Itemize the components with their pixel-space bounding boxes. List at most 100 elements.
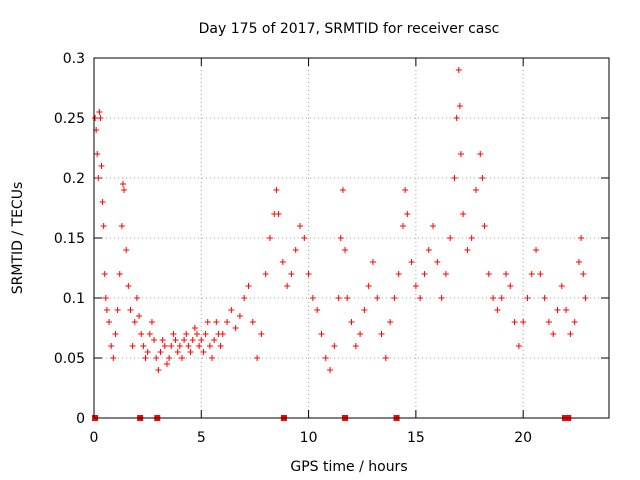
data-point xyxy=(202,331,209,337)
data-point xyxy=(121,187,128,193)
data-point xyxy=(127,307,134,313)
data-point xyxy=(472,187,479,193)
data-point xyxy=(455,67,462,73)
data-point xyxy=(151,337,158,343)
data-point xyxy=(365,283,372,289)
data-point xyxy=(140,343,147,349)
data-point xyxy=(101,271,108,277)
data-point xyxy=(369,259,376,265)
data-point xyxy=(550,331,557,337)
data-point xyxy=(266,235,273,241)
data-point xyxy=(451,175,458,181)
data-point xyxy=(297,223,303,229)
data-point xyxy=(507,283,514,289)
axis-ticks: 0 0.05 0.1 0.15 0.2 0.25 0.3 0 5 10 15 20 xyxy=(54,51,609,446)
data-point xyxy=(468,235,475,241)
data-point xyxy=(108,343,115,349)
data-point xyxy=(174,349,181,355)
data-point xyxy=(102,295,109,301)
data-point xyxy=(412,283,419,289)
data-point xyxy=(434,259,441,265)
data-point xyxy=(204,319,211,325)
data-point xyxy=(168,343,175,349)
data-point xyxy=(183,331,190,337)
data-point xyxy=(533,247,540,253)
data-point xyxy=(421,271,428,277)
data-point xyxy=(387,319,394,325)
data-point xyxy=(404,211,411,217)
x-tick-label: 5 xyxy=(197,430,206,446)
data-point xyxy=(481,223,488,229)
data-point xyxy=(176,343,183,349)
data-point xyxy=(520,319,527,325)
data-point xyxy=(490,295,497,301)
data-point xyxy=(96,109,103,115)
data-point xyxy=(391,295,398,301)
data-point xyxy=(144,349,151,355)
data-point xyxy=(258,331,265,337)
data-point xyxy=(477,151,484,157)
data-point xyxy=(241,295,248,301)
data-point xyxy=(374,295,381,301)
data-point xyxy=(200,349,207,355)
data-point xyxy=(438,295,445,301)
data-point xyxy=(103,307,110,313)
data-point xyxy=(575,259,582,265)
x-tick-label: 15 xyxy=(407,430,425,446)
data-point xyxy=(118,223,125,229)
data-point xyxy=(262,271,269,277)
data-point xyxy=(187,349,194,355)
data-point xyxy=(110,355,117,361)
y-tick-label: 0.05 xyxy=(54,351,85,367)
data-point xyxy=(494,307,501,313)
chart-title: Day 175 of 2017, SRMTID for receiver cas… xyxy=(199,21,500,37)
data-point xyxy=(563,307,570,313)
y-tick-label: 0.15 xyxy=(54,231,85,247)
data-point xyxy=(95,175,102,181)
data-point xyxy=(456,103,463,109)
data-point xyxy=(578,235,585,241)
data-point xyxy=(97,115,104,121)
data-point xyxy=(335,295,342,301)
data-point xyxy=(337,235,344,241)
data-point xyxy=(136,313,143,319)
data-point xyxy=(92,115,99,121)
data-point xyxy=(314,307,321,313)
data-point xyxy=(194,331,200,337)
data-point xyxy=(479,175,486,181)
data-point xyxy=(344,295,351,301)
data-point xyxy=(273,187,280,193)
data-point xyxy=(464,247,471,253)
data-point xyxy=(284,283,291,289)
data-point xyxy=(129,343,136,349)
x-tick-label: 10 xyxy=(300,430,318,446)
data-point xyxy=(166,355,173,361)
data-point xyxy=(457,151,464,157)
data-point xyxy=(318,331,325,337)
data-point xyxy=(119,181,126,187)
data-point xyxy=(395,271,402,277)
data-point xyxy=(339,187,346,193)
data-point xyxy=(571,319,578,325)
data-point xyxy=(417,295,424,301)
data-point xyxy=(153,355,160,361)
data-point xyxy=(425,247,432,253)
data-point xyxy=(430,223,437,229)
data-point xyxy=(245,283,252,289)
data-point xyxy=(357,331,364,337)
data-point xyxy=(378,331,385,337)
grid xyxy=(94,58,609,418)
data-point xyxy=(382,355,389,361)
data-point xyxy=(322,355,329,361)
data-point xyxy=(172,337,179,343)
data-point xyxy=(348,319,355,325)
data-point xyxy=(219,331,226,337)
data-point xyxy=(254,355,261,361)
data-point xyxy=(528,271,535,277)
data-point xyxy=(515,343,522,349)
data-point xyxy=(209,355,216,361)
data-point xyxy=(189,337,196,343)
data-point xyxy=(114,307,121,313)
data-point xyxy=(305,271,312,277)
